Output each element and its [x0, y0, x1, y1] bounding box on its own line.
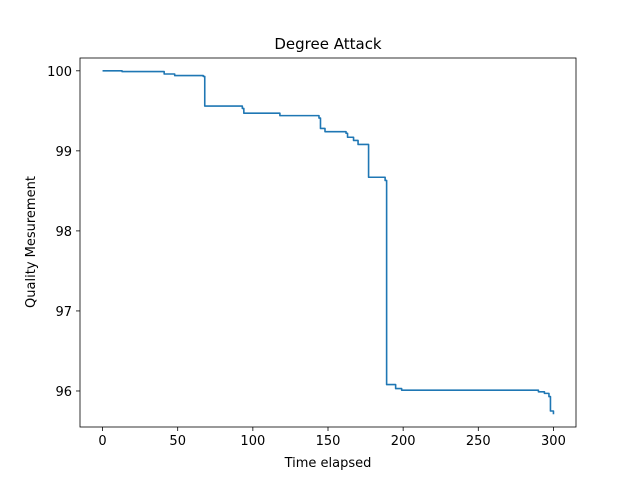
x-tick-label: 200 [391, 434, 416, 449]
x-axis: 0 50 100 150 200 250 300 [98, 427, 566, 449]
x-tick-label: 300 [541, 434, 566, 449]
y-tick-label: 99 [55, 145, 72, 160]
x-tick-label: 100 [240, 434, 265, 449]
y-tick-label: 98 [55, 225, 72, 240]
x-tick-label: 50 [169, 434, 186, 449]
series-layer [102, 70, 555, 415]
x-tick-label: 250 [466, 434, 491, 449]
y-tick-label: 97 [55, 305, 72, 320]
x-axis-label: Time elapsed [284, 456, 372, 471]
series-line-quality [102, 70, 555, 415]
x-tick-label: 150 [316, 434, 341, 449]
y-axis: 96 97 98 99 100 [47, 65, 80, 400]
y-axis-label: Quality Mesurement [24, 176, 39, 308]
plot-area [80, 58, 576, 427]
y-tick-label: 96 [55, 385, 72, 400]
chart-title: Degree Attack [274, 35, 382, 53]
y-tick-label: 100 [47, 65, 72, 80]
x-tick-label: 0 [98, 434, 106, 449]
